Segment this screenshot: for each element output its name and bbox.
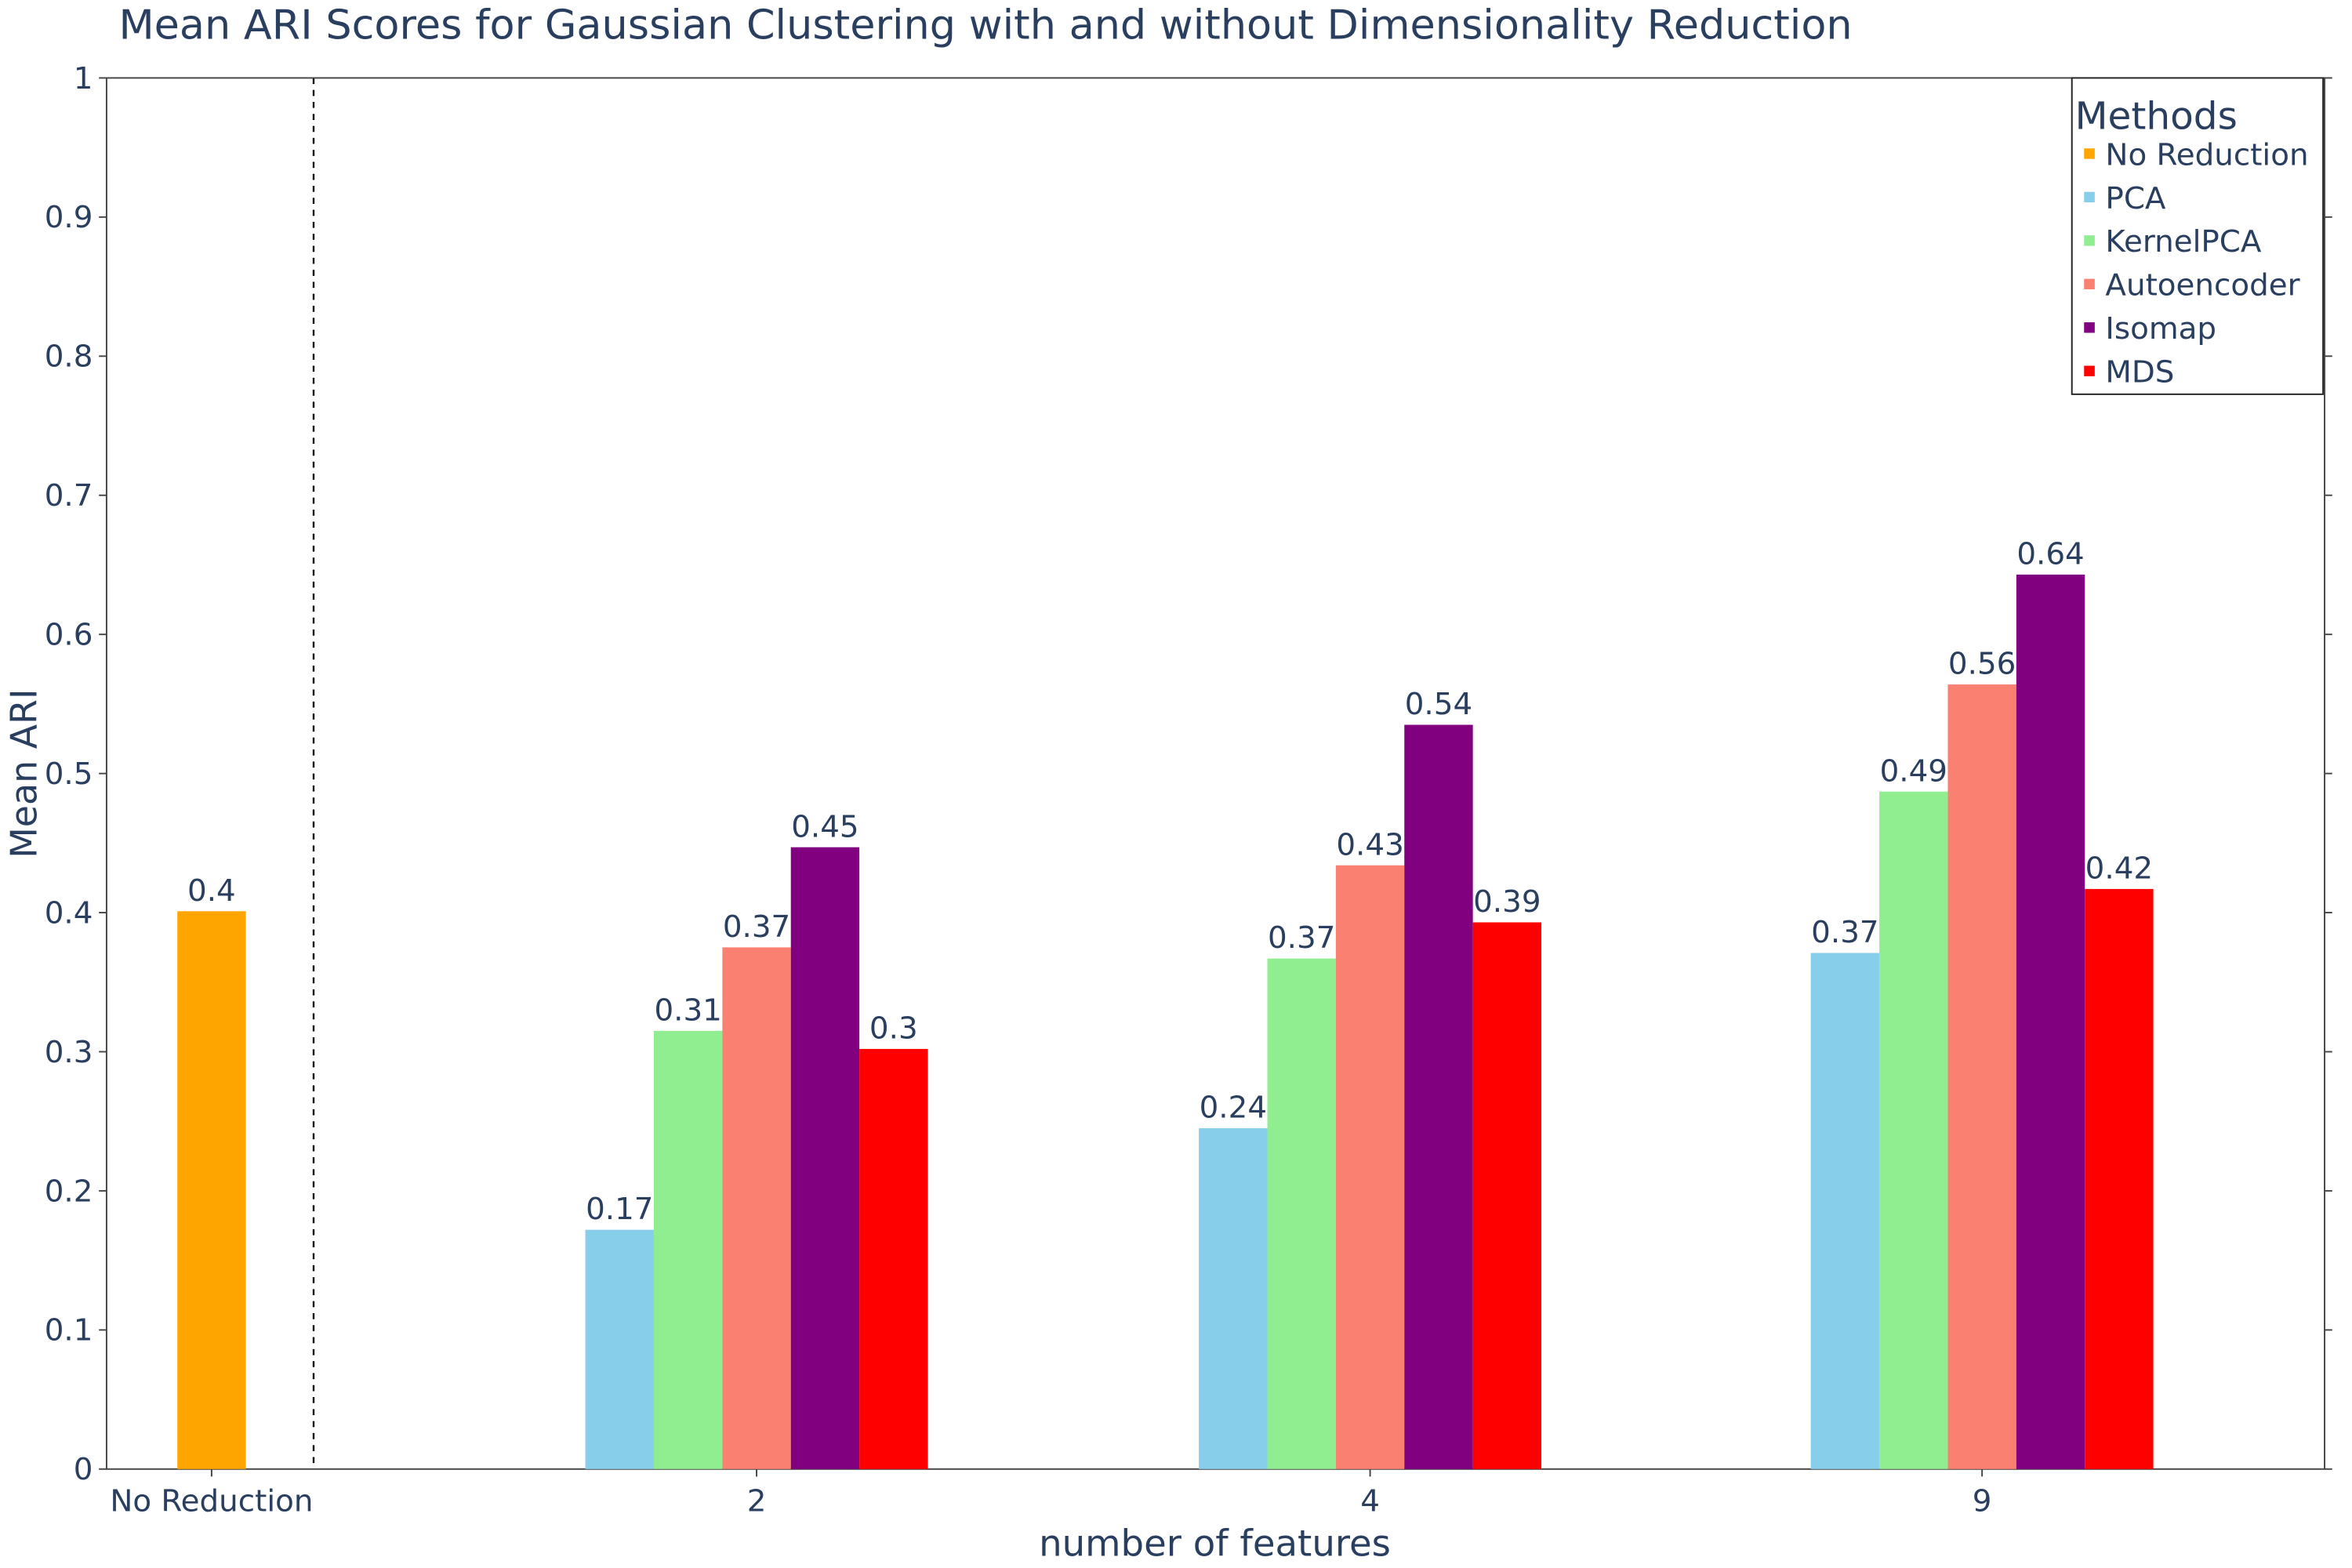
bar xyxy=(2016,574,2085,1469)
legend-swatch xyxy=(2084,235,2095,246)
data-label: 0.49 xyxy=(1880,754,1947,789)
x-tick-label: No Reduction xyxy=(110,1484,313,1519)
data-label: 0.64 xyxy=(2016,537,2084,572)
data-label: 0.42 xyxy=(2085,851,2153,887)
bar xyxy=(585,1229,654,1469)
y-tick-label: 0 xyxy=(74,1452,93,1487)
legend-box xyxy=(2071,77,2325,395)
y-tick-label: 0.3 xyxy=(45,1035,93,1070)
x-axis-label: number of features xyxy=(1039,1523,1391,1565)
y-tick-label: 0.5 xyxy=(45,757,93,792)
data-label: 0.45 xyxy=(791,810,858,845)
data-label: 0.24 xyxy=(1200,1091,1267,1126)
y-tick-label: 1 xyxy=(74,61,93,96)
legend-swatch xyxy=(2084,278,2095,290)
legend-label: KernelPCA xyxy=(2105,224,2262,260)
bar xyxy=(1335,865,1405,1469)
legend-label: Isomap xyxy=(2105,311,2216,347)
legend-label: MDS xyxy=(2105,355,2174,390)
legend-swatch xyxy=(2084,148,2095,159)
data-label: 0.17 xyxy=(586,1192,653,1227)
x-tick-label: 9 xyxy=(1973,1484,1992,1519)
bar xyxy=(722,947,791,1469)
legend-label: No Reduction xyxy=(2105,138,2308,173)
bar xyxy=(1472,922,1542,1469)
y-tick-label: 0.8 xyxy=(45,339,93,375)
bar xyxy=(859,1048,928,1469)
legend-swatch xyxy=(2084,322,2095,333)
data-label: 0.3 xyxy=(869,1011,918,1047)
x-tick-label: 4 xyxy=(1360,1484,1380,1519)
y-tick-label: 0.9 xyxy=(45,201,93,236)
legend-label: Autoencoder xyxy=(2105,268,2299,303)
bar xyxy=(790,847,860,1469)
data-label: 0.43 xyxy=(1336,828,1403,863)
legend-title: Methods xyxy=(2075,95,2238,139)
data-label: 0.56 xyxy=(1948,647,2016,682)
bar xyxy=(177,911,246,1469)
x-tick-label: 2 xyxy=(747,1484,767,1519)
bar xyxy=(1267,958,1336,1469)
bar xyxy=(1199,1128,1268,1469)
data-label: 0.37 xyxy=(723,909,790,945)
bar xyxy=(1404,724,1473,1469)
data-label: 0.37 xyxy=(1268,920,1335,956)
data-label: 0.37 xyxy=(1811,915,1878,950)
y-tick-label: 0.2 xyxy=(45,1174,93,1210)
legend-label: PCA xyxy=(2105,181,2166,216)
data-label: 0.31 xyxy=(654,993,721,1029)
legend-swatch xyxy=(2084,365,2095,376)
y-tick-label: 0.1 xyxy=(45,1313,93,1348)
y-tick-label: 0.4 xyxy=(45,896,93,931)
chart-title: Mean ARI Scores for Gaussian Clustering … xyxy=(118,2,1852,49)
y-tick-label: 0.6 xyxy=(45,618,93,653)
data-label: 0.4 xyxy=(187,873,236,909)
bar xyxy=(2085,888,2154,1469)
bar xyxy=(1810,953,1880,1469)
data-label: 0.54 xyxy=(1405,687,1472,722)
bar xyxy=(653,1030,723,1469)
y-axis-label: Mean ARI xyxy=(2,688,45,858)
bar xyxy=(1947,684,2016,1469)
data-label: 0.39 xyxy=(1473,884,1541,920)
y-tick-label: 0.7 xyxy=(45,478,93,514)
bar xyxy=(1879,791,1948,1469)
legend-swatch xyxy=(2084,191,2095,203)
